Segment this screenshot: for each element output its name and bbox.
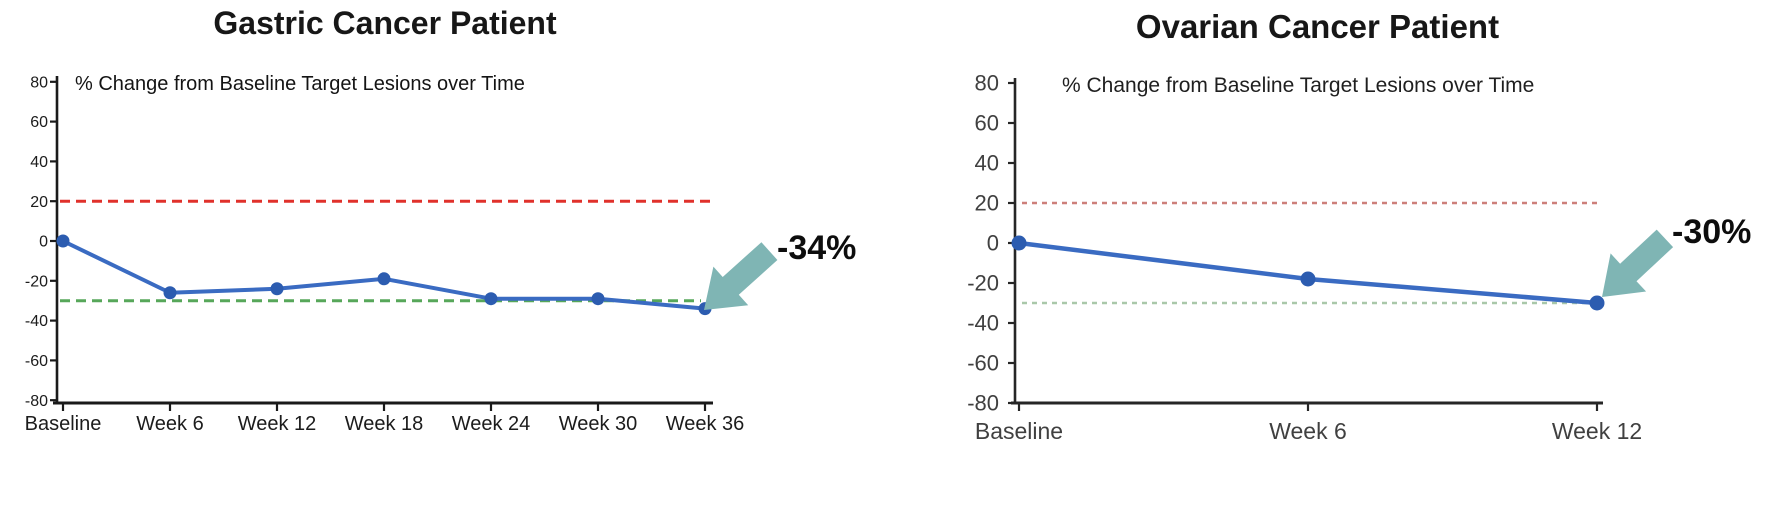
x-tick-label: Week 30 — [559, 413, 638, 435]
x-tick-label: Week 36 — [666, 413, 745, 435]
y-tick-label: -40 — [25, 313, 48, 330]
data-point — [270, 282, 284, 296]
data-point — [591, 292, 605, 306]
y-tick-label: 80 — [30, 74, 48, 91]
x-tick-label: Week 18 — [345, 413, 424, 435]
chart-title-ovarian: Ovarian Cancer Patient — [1135, 8, 1500, 45]
chart-subtitle-gastric: % Change from Baseline Target Lesions ov… — [75, 73, 525, 95]
data-point — [1300, 271, 1316, 287]
y-tick-label: 40 — [30, 154, 48, 171]
x-tick-label: Baseline — [25, 413, 102, 435]
y-tick-label: -80 — [25, 393, 48, 410]
data-point — [163, 286, 177, 300]
x-tick-label: Week 12 — [1552, 418, 1642, 444]
y-tick-label: 0 — [987, 231, 999, 256]
chart-title-gastric: Gastric Cancer Patient — [213, 5, 557, 41]
y-tick-label: 40 — [975, 151, 999, 176]
x-tick-label: Baseline — [975, 418, 1063, 444]
y-tick-label: -60 — [967, 351, 999, 376]
y-tick-label: 20 — [975, 191, 999, 216]
y-tick-label: 80 — [975, 71, 999, 96]
annotation-label: -34% — [777, 229, 856, 267]
x-tick-label: Week 12 — [238, 413, 317, 435]
y-tick-label: 60 — [30, 114, 48, 131]
annotation-arrow-icon — [1602, 229, 1674, 297]
data-point — [1589, 295, 1605, 311]
y-tick-label: 0 — [39, 234, 48, 251]
y-tick-label: -20 — [967, 271, 999, 296]
annotation-label: -30% — [1672, 213, 1751, 251]
data-point — [1011, 235, 1027, 251]
chart-subtitle-ovarian: % Change from Baseline Target Lesions ov… — [1062, 74, 1535, 97]
y-tick-label: -40 — [967, 311, 999, 336]
x-tick-label: Week 6 — [136, 413, 203, 435]
data-point — [377, 272, 391, 286]
annotation-arrow-icon — [704, 242, 778, 310]
y-tick-label: -20 — [25, 273, 48, 290]
y-tick-label: 20 — [30, 194, 48, 211]
data-point — [484, 292, 498, 306]
x-tick-label: Week 6 — [1269, 418, 1347, 444]
y-tick-label: 60 — [975, 111, 999, 136]
y-tick-label: -80 — [967, 391, 999, 416]
x-tick-label: Week 24 — [452, 413, 531, 435]
data-point — [56, 234, 70, 248]
y-tick-label: -60 — [25, 353, 48, 370]
